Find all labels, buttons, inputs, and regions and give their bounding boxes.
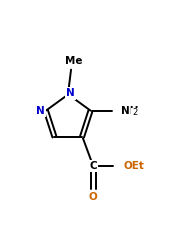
Text: N: N [66, 88, 74, 99]
Text: 2: 2 [132, 108, 137, 117]
Text: OEt: OEt [123, 161, 144, 171]
Text: C: C [89, 161, 97, 171]
Text: N: N [36, 106, 45, 116]
Text: O: O [89, 192, 98, 203]
Text: Me: Me [65, 56, 83, 66]
Text: NH: NH [121, 106, 138, 116]
